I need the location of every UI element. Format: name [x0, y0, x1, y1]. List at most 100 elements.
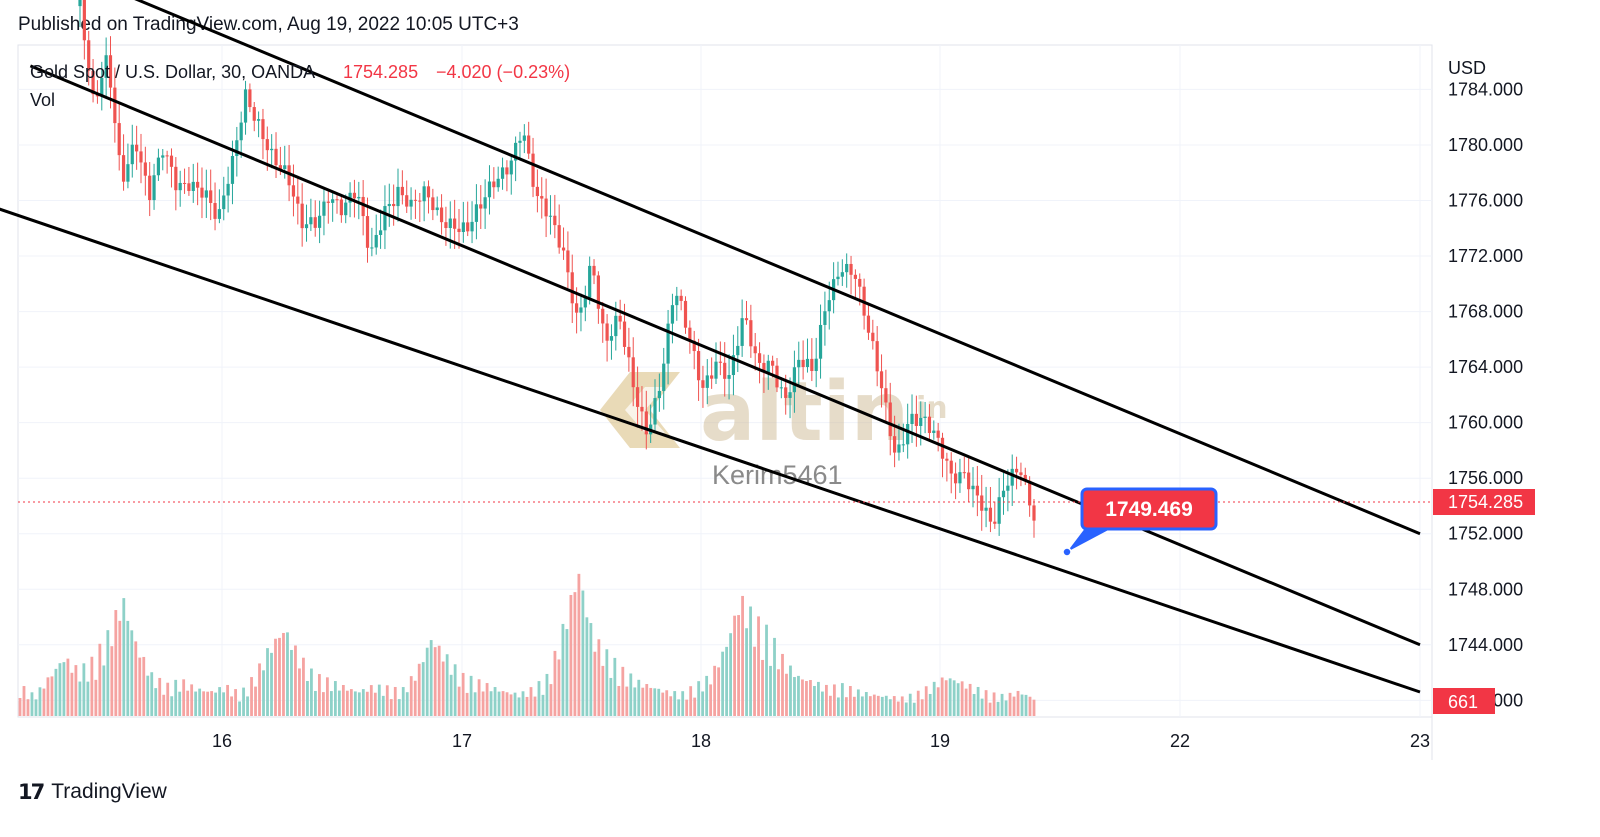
- chart[interactable]: altin in Kerim5461 USD 1784.0001780.0001…: [0, 0, 1600, 770]
- volume-bar: [813, 685, 816, 716]
- volume-bar: [457, 686, 461, 716]
- trendlines[interactable]: [0, 0, 1421, 694]
- time-axis[interactable]: 16 17 18 19 22 23: [212, 731, 1430, 751]
- volume-bar: [373, 692, 377, 716]
- published-header: Published on TradingView.com, Aug 19, 20…: [18, 14, 519, 35]
- volume-bar: [134, 641, 138, 716]
- volume-bar: [246, 696, 249, 716]
- volume-bar: [888, 699, 892, 716]
- candle-body: [335, 199, 339, 201]
- volume-bar: [669, 696, 673, 716]
- volume-bar: [493, 687, 497, 716]
- candle-body: [461, 222, 465, 233]
- candle-body: [191, 181, 195, 191]
- candle-body: [78, 0, 82, 7]
- volume-bar: [912, 702, 916, 716]
- candle-body: [126, 164, 130, 182]
- volume-bar: [609, 677, 613, 716]
- volume-bar: [665, 690, 669, 716]
- volume-bar: [158, 677, 162, 716]
- volume-bar: [980, 698, 984, 716]
- volume-bar: [449, 674, 453, 716]
- volume-bar: [42, 688, 46, 716]
- candle-body: [339, 199, 343, 216]
- candle-body: [483, 197, 487, 209]
- volume-bar: [22, 686, 26, 716]
- price-annotation[interactable]: 1749.469: [1062, 487, 1218, 557]
- candle-body: [500, 167, 505, 179]
- volume-bar: [537, 681, 541, 716]
- candle-body: [949, 460, 953, 474]
- y-tick-label: 1744.000: [1448, 635, 1523, 655]
- candle-body: [740, 318, 744, 346]
- candle-body: [631, 357, 635, 388]
- volume-bar: [781, 653, 784, 716]
- volume-bar: [397, 699, 401, 716]
- candle-body: [209, 190, 213, 203]
- volume-bar: [956, 683, 960, 716]
- candle-body: [243, 89, 248, 123]
- candle-body: [757, 353, 762, 363]
- price-axis[interactable]: USD 1784.000 1780.000 1776.000 1772.000 1768…: [1448, 58, 1523, 710]
- volume-bar: [377, 684, 381, 716]
- candle-body: [566, 250, 570, 273]
- volume-bar: [645, 684, 649, 716]
- volume-bar: [250, 677, 253, 716]
- candle-body: [435, 207, 439, 211]
- candle-body: [143, 162, 147, 176]
- volume-bar: [62, 662, 66, 716]
- candle-body: [309, 217, 313, 225]
- volume-bar: [469, 675, 473, 716]
- candle-body: [570, 272, 574, 304]
- candle-body: [980, 495, 984, 511]
- volume-bar: [345, 690, 349, 716]
- candle-body: [797, 359, 801, 368]
- candle-body: [975, 485, 979, 496]
- volume-bar: [896, 701, 900, 716]
- volume-bar: [337, 690, 341, 716]
- candle-body: [853, 274, 857, 279]
- volume-bar: [541, 694, 545, 716]
- candle-body: [958, 472, 962, 484]
- volume-bar: [242, 687, 245, 716]
- candle-body: [953, 473, 958, 484]
- annotation-anchor[interactable]: [1062, 547, 1072, 557]
- candle-body: [601, 308, 605, 324]
- volume-bar: [1028, 696, 1032, 716]
- legend: Gold Spot / U.S. Dollar, 30, OANDA 1754.…: [30, 62, 570, 110]
- volume-bar: [1000, 693, 1004, 716]
- volume-bar: [369, 685, 373, 716]
- candle-body: [87, 40, 91, 71]
- volume-bar: [505, 692, 509, 716]
- x-tick-label: 17: [452, 731, 472, 751]
- y-tick-label: 1756.000: [1448, 468, 1523, 488]
- volume-bar: [325, 677, 329, 716]
- candle-body: [997, 497, 1001, 524]
- watermark-brand: altin: [700, 365, 909, 460]
- volume-bar: [729, 633, 732, 716]
- y-tick-label: 1748.000: [1448, 579, 1523, 599]
- candle-body: [1023, 474, 1027, 481]
- volume-bar: [210, 691, 214, 716]
- candle-body: [818, 324, 823, 359]
- volume-bar: [74, 665, 78, 716]
- candle-body: [230, 156, 235, 184]
- candle-body: [117, 123, 121, 156]
- volume-bar: [673, 691, 677, 716]
- volume-bar: [178, 691, 182, 716]
- volume-bar: [381, 695, 385, 716]
- candle-body: [252, 107, 256, 121]
- candle-body: [405, 195, 409, 207]
- volume-bar: [565, 629, 569, 716]
- volume-bar: [549, 684, 553, 716]
- x-tick-label: 23: [1410, 731, 1430, 751]
- candle-body: [762, 362, 766, 373]
- volume-bar: [142, 656, 146, 716]
- candle-body: [135, 144, 139, 152]
- legend-vol: Vol: [30, 90, 55, 110]
- volume-bar: [661, 692, 665, 716]
- candle-body: [470, 221, 474, 232]
- candle-body: [540, 196, 544, 199]
- volume-bar: [840, 683, 844, 716]
- footer-brand[interactable]: 17 TradingView: [18, 780, 167, 804]
